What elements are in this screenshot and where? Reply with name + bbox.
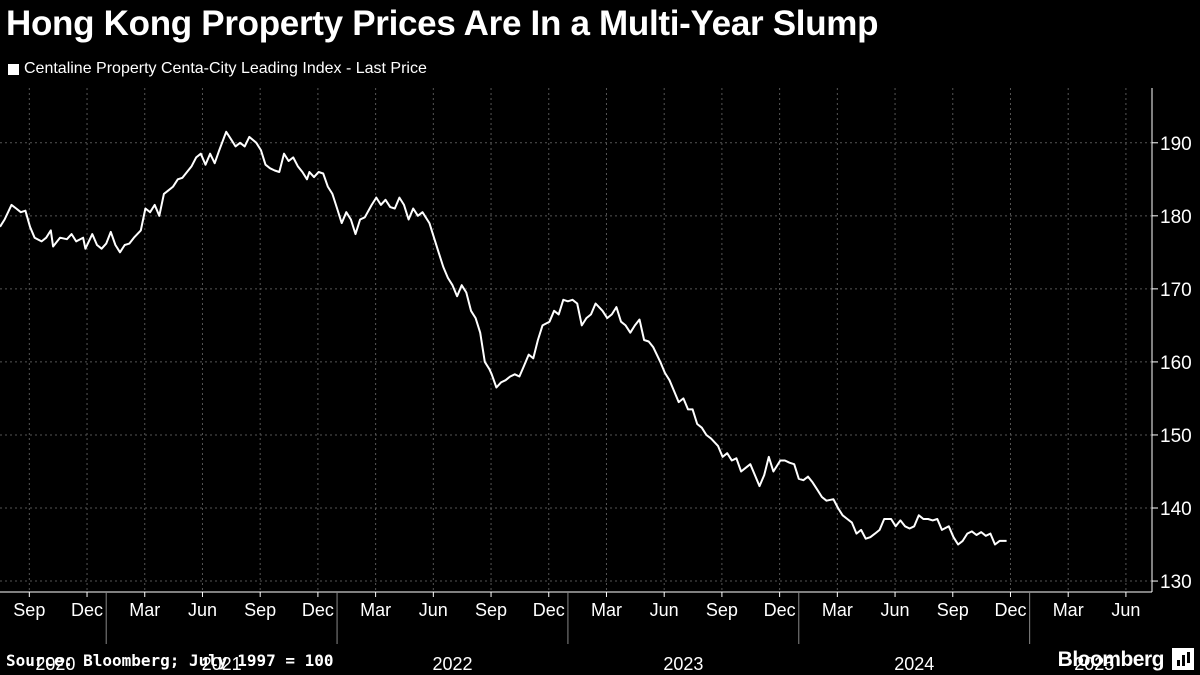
x-tick-label: Sep [475, 600, 507, 620]
x-tick-label: Mar [1053, 600, 1084, 620]
series-layer [0, 130, 1007, 546]
year-label: 2020 [35, 654, 75, 674]
gridlines [0, 88, 1152, 592]
y-tick-label: 180 [1160, 207, 1192, 228]
x-tick-label: Dec [994, 600, 1026, 620]
legend-label: Centaline Property Centa-City Leading In… [24, 60, 427, 77]
x-tick-label: Jun [881, 600, 910, 620]
x-tick-label: Mar [360, 600, 391, 620]
year-label: 2024 [894, 654, 934, 674]
y-tick-label: 190 [1160, 134, 1192, 155]
y-tick-label: 130 [1160, 572, 1192, 593]
legend-swatch [8, 63, 19, 75]
x-tick-label: Mar [822, 600, 853, 620]
x-tick-label: Sep [244, 600, 276, 620]
x-tick-label: Dec [302, 600, 334, 620]
series-line [0, 130, 1007, 546]
x-tick-label: Dec [71, 600, 103, 620]
x-tick-label: Dec [533, 600, 565, 620]
y-tick-label: 140 [1160, 499, 1192, 520]
x-tick-label: Mar [129, 600, 160, 620]
year-label: 2021 [202, 654, 242, 674]
x-tick-label: Jun [419, 600, 448, 620]
x-tick-label: Jun [188, 600, 217, 620]
legend: Centaline Property Centa-City Leading In… [8, 60, 427, 78]
x-tick-label: Sep [937, 600, 969, 620]
x-tick-label: Sep [13, 600, 45, 620]
x-tick-label: Sep [706, 600, 738, 620]
y-tick-label: 150 [1160, 426, 1192, 447]
source-note: Source: Bloomberg; July 1997 = 100 [6, 651, 334, 670]
x-tick-label: Dec [764, 600, 796, 620]
y-tick-label: 170 [1160, 280, 1192, 301]
y-tick-label: 160 [1160, 353, 1192, 374]
axes: 130 140 150 160 170 180 190 Sep Dec Mar Jun Sep Dec M… [0, 88, 1192, 674]
x-tick-label: Jun [650, 600, 679, 620]
year-label: 2022 [432, 654, 472, 674]
bloomberg-terminal-icon [1172, 648, 1194, 670]
year-label: 2023 [663, 654, 703, 674]
year-label: 2025 [1074, 654, 1114, 674]
bloomberg-logo: Bloomberg [1057, 648, 1165, 671]
chart-title: Hong Kong Property Prices Are In a Multi… [6, 4, 879, 43]
x-tick-label: Jun [1111, 600, 1140, 620]
x-tick-label: Mar [591, 600, 622, 620]
